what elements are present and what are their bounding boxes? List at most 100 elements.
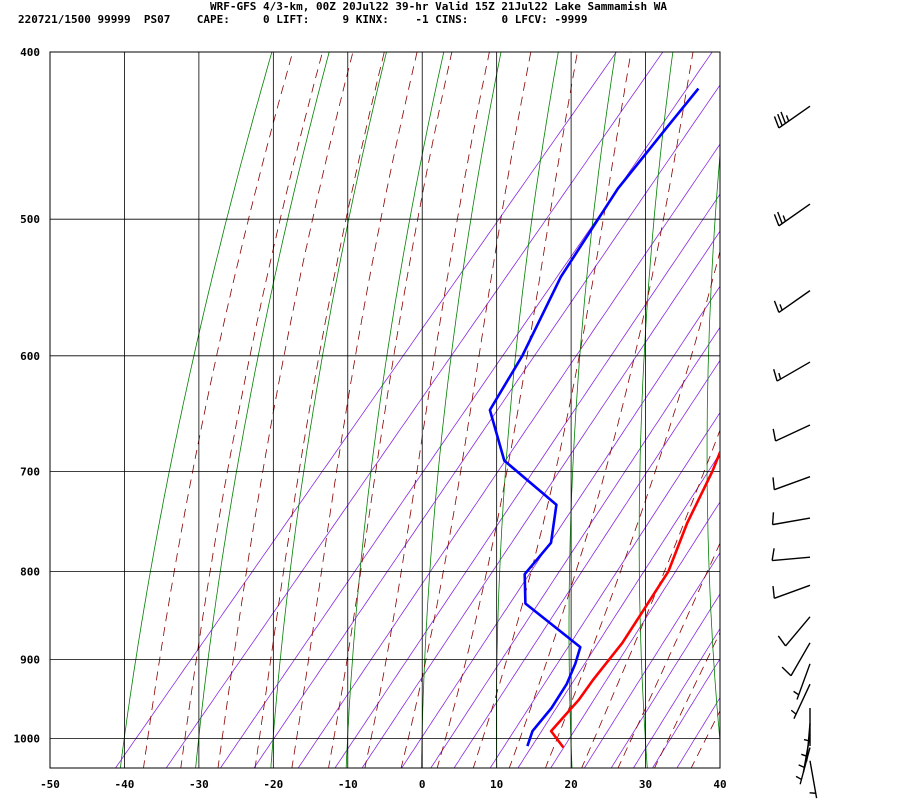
wind-barb-staff <box>772 517 811 526</box>
x-tick-label: 30 <box>639 778 652 791</box>
mixing-ratio-line <box>453 359 720 768</box>
wind-barb <box>809 760 818 799</box>
moist-adiabat-line <box>436 52 578 768</box>
wind-barb <box>773 203 811 227</box>
profiles <box>488 87 720 749</box>
chart-title: WRF-GFS 4/3-km, 00Z 20Jul22 39-hr Valid … <box>210 0 667 13</box>
moist-adiabat-line <box>581 428 720 768</box>
mixing-ratio-line <box>334 193 720 768</box>
x-tick-label: -40 <box>115 778 135 791</box>
dry-adiabat-line <box>496 52 559 768</box>
mixing-ratio-line <box>430 326 720 768</box>
wind-barb-flag <box>772 477 775 490</box>
wind-barbs <box>771 105 818 799</box>
wind-barb <box>772 424 811 442</box>
wind-barb-flag <box>772 585 775 599</box>
wind-barb-staff <box>778 203 811 227</box>
x-tick-label: 10 <box>490 778 503 791</box>
dry-adiabat-line <box>568 52 617 768</box>
wind-barb <box>777 616 811 647</box>
dry-adiabat-line <box>837 43 874 768</box>
wind-barb-half-flag <box>795 775 802 781</box>
wind-barb-staff <box>775 424 811 442</box>
wind-barb-flag <box>777 635 787 647</box>
wind-barb-staff <box>799 747 811 785</box>
dry-adiabat-line <box>421 52 502 768</box>
dry-adiabat-line <box>706 150 720 746</box>
x-tick-label: 40 <box>713 778 726 791</box>
moist-adiabat-line <box>180 52 323 768</box>
grid <box>49 51 721 769</box>
mixing-ratio-line <box>401 285 720 768</box>
temperature-profile <box>549 448 720 749</box>
wind-barb <box>781 642 811 677</box>
wind-barb-half-flag <box>793 690 800 696</box>
wind-barb <box>771 548 811 562</box>
wind-barb-flag <box>772 428 777 442</box>
moist-adiabat-line <box>143 52 294 768</box>
mixing-ratio-line <box>633 627 720 768</box>
wind-barb-flag <box>777 113 783 126</box>
wind-barb-flag <box>773 116 780 129</box>
wind-barb <box>772 584 811 599</box>
wind-barb <box>793 663 811 700</box>
dry-adiabat-line <box>345 52 445 768</box>
mixing-ratio-line <box>517 452 720 768</box>
moist-adiabat-line <box>364 52 490 768</box>
dry-adiabat-line <box>773 43 798 768</box>
mixing-ratio-line <box>489 411 720 768</box>
moist-adiabat-line <box>727 45 900 770</box>
moist-adiabat-line <box>254 52 385 768</box>
x-tick-label: 0 <box>419 778 426 791</box>
wind-barb-flag <box>777 211 783 224</box>
wind-barb-staff <box>785 616 811 647</box>
wind-barb-half-flag <box>790 709 797 715</box>
moist-adiabat-line <box>328 52 453 768</box>
wind-barb-half-flag <box>782 215 787 222</box>
mixing-ratio-line <box>165 52 664 768</box>
background-lines <box>115 43 900 770</box>
dry-adiabat-line <box>195 52 330 768</box>
plot-frame <box>49 51 721 769</box>
wind-barb-staff <box>776 361 811 382</box>
moist-adiabat-line <box>690 709 720 768</box>
pressure-tick-label: 500 <box>20 213 40 226</box>
moist-adiabat-line <box>400 52 532 768</box>
wind-barb <box>795 747 811 785</box>
wind-barb-flag <box>781 666 792 677</box>
mixing-ratio-line <box>253 84 720 768</box>
wind-barb-flag <box>771 548 775 561</box>
wind-barb-staff <box>774 584 811 599</box>
pressure-tick-label: 700 <box>20 465 40 478</box>
wind-barb-half-flag <box>779 304 783 311</box>
dry-adiabat-line <box>119 52 273 768</box>
x-tick-label: -30 <box>189 778 209 791</box>
wind-barb-half-flag <box>785 115 790 122</box>
pressure-tick-label: 600 <box>20 350 40 363</box>
pressure-tick-label: 400 <box>20 46 40 59</box>
wind-barb-staff <box>774 476 811 491</box>
mixing-ratio-line <box>652 658 720 768</box>
x-tick-label: -20 <box>263 778 283 791</box>
moist-adiabat-line <box>617 542 720 768</box>
wind-barb-flag <box>771 512 775 525</box>
wind-barb-half-flag <box>778 372 782 380</box>
mixing-ratio-line <box>676 696 720 768</box>
wind-barb-staff <box>796 663 811 700</box>
dewpoint-profile <box>488 87 700 747</box>
wind-barb-staff <box>778 105 811 129</box>
moist-adiabat-line <box>508 52 694 768</box>
axis-labels: -50 -40 -30 -20 -10 0 10 20 30 40 400 500 600 700 800 9… <box>14 46 727 791</box>
wind-barb-staff <box>790 642 811 677</box>
mixing-ratio-line <box>361 230 720 768</box>
pressure-tick-label: 800 <box>20 565 40 578</box>
x-tick-label: -50 <box>40 778 60 791</box>
wind-barb-flag <box>773 214 780 227</box>
wind-barb <box>772 476 811 491</box>
wind-barb-staff <box>809 760 818 799</box>
wind-barb <box>790 683 811 719</box>
sounding-indices-line: 220721/1500 99999 PS07 CAPE: 0 LIFT: 9 K… <box>18 13 588 26</box>
pressure-tick-label: 900 <box>20 654 40 667</box>
wind-barb-flag <box>773 368 778 382</box>
